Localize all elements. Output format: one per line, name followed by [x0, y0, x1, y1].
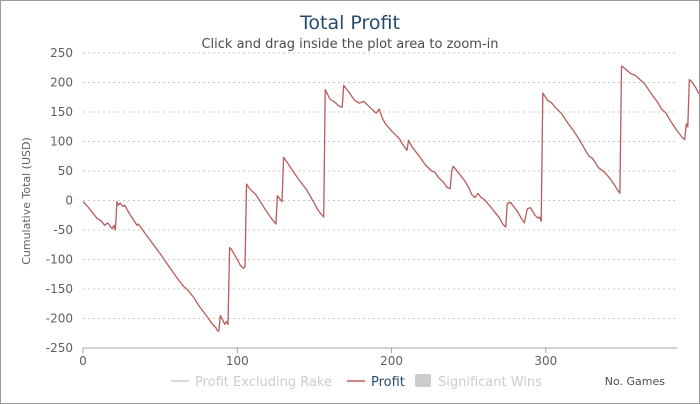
legend-label: Significant Wins: [438, 375, 542, 390]
x-tick-label: 100: [226, 354, 249, 368]
x-tick-labels: 0 100 200 300: [79, 348, 557, 368]
y-tick-label: 250: [50, 46, 73, 60]
x-tick-label: 200: [380, 354, 403, 368]
x-axis-label: No. Games: [605, 375, 666, 388]
legend-item-profit[interactable]: Profit: [347, 375, 405, 390]
y-tick-label: -200: [46, 312, 73, 326]
chart-title: Total Profit: [299, 12, 400, 34]
y-tick-label: 50: [58, 164, 73, 178]
chart-subtitle: Click and drag inside the plot area to z…: [201, 37, 498, 52]
y-tick-label: 150: [50, 105, 73, 119]
grid-lines: [83, 52, 677, 349]
series-line-profit[interactable]: [82, 65, 699, 333]
series-layer: [82, 65, 699, 333]
legend-box-marker: [415, 374, 431, 387]
y-tick-label: -50: [53, 223, 73, 237]
y-tick-labels: 250 200 150 100 50 0 -50 -100 -150 -200 -250: [46, 46, 73, 355]
legend-label: Profit Excluding Rake: [195, 375, 332, 390]
x-tick-label: 300: [534, 354, 557, 368]
y-tick-label: -250: [46, 341, 73, 355]
y-tick-label: -100: [46, 253, 73, 267]
legend: Profit Excluding Rake Profit Significant…: [171, 374, 542, 390]
y-tick-label: 100: [50, 135, 73, 149]
legend-label: Profit: [371, 375, 405, 390]
y-tick-label: 0: [65, 194, 73, 208]
y-axis-label: Cumulative Total (USD): [20, 137, 33, 265]
x-tick-label: 0: [79, 354, 87, 368]
y-tick-label: 200: [50, 76, 73, 90]
y-tick-label: -150: [46, 282, 73, 296]
legend-item-significant-wins[interactable]: Significant Wins: [415, 374, 542, 390]
legend-item-profit-excluding-rake[interactable]: Profit Excluding Rake: [171, 375, 332, 390]
